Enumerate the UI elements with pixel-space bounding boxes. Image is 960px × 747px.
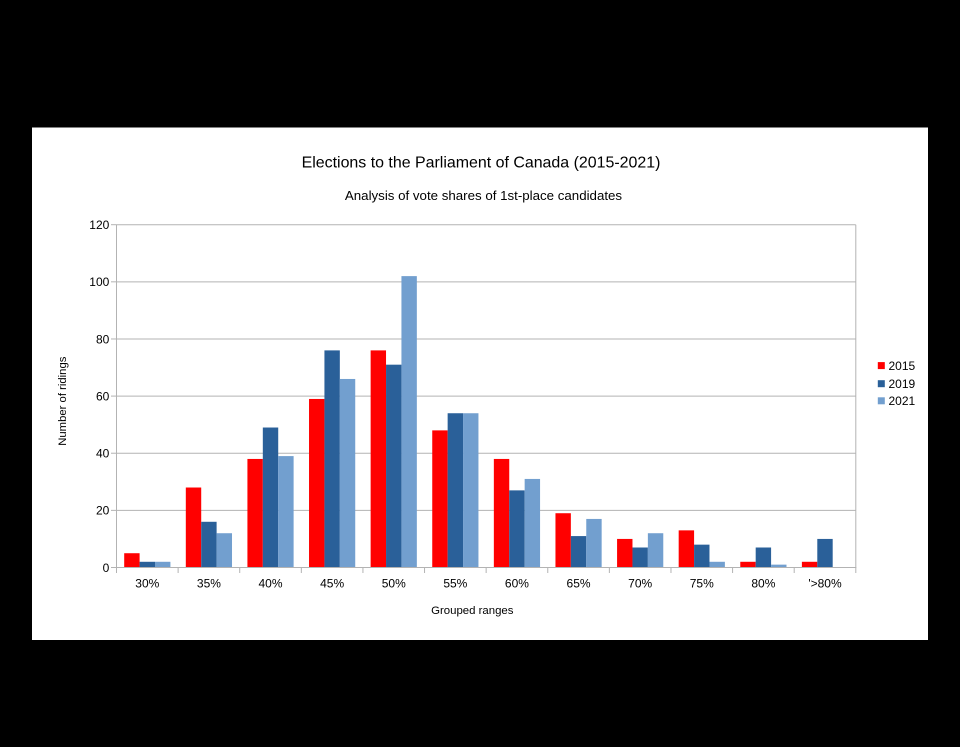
svg-text:50%: 50% [382,577,406,591]
svg-text:Number of ridings: Number of ridings [57,356,69,446]
svg-text:'>80%: '>80% [808,577,842,591]
svg-text:30%: 30% [135,577,159,591]
svg-text:65%: 65% [567,577,591,591]
svg-text:55%: 55% [443,577,467,591]
svg-text:80%: 80% [751,577,775,591]
svg-text:70%: 70% [628,577,652,591]
svg-text:2021: 2021 [889,394,916,408]
svg-text:120: 120 [89,218,109,232]
svg-text:2015: 2015 [889,359,916,373]
svg-text:0: 0 [103,561,110,575]
svg-text:Grouped ranges: Grouped ranges [431,605,514,617]
svg-text:Elections to the Parliament of: Elections to the Parliament of Canada (2… [302,154,661,171]
svg-text:45%: 45% [320,577,344,591]
svg-text:35%: 35% [197,577,221,591]
svg-text:Analysis of vote shares of 1st: Analysis of vote shares of 1st-place can… [345,188,623,203]
svg-text:75%: 75% [690,577,714,591]
svg-text:80: 80 [96,332,110,346]
svg-text:40%: 40% [259,577,283,591]
svg-text:100: 100 [89,275,109,289]
svg-text:2019: 2019 [889,377,916,391]
svg-text:60%: 60% [505,577,529,591]
svg-text:60: 60 [96,389,110,403]
svg-text:40: 40 [96,447,110,461]
svg-text:20: 20 [96,504,110,518]
